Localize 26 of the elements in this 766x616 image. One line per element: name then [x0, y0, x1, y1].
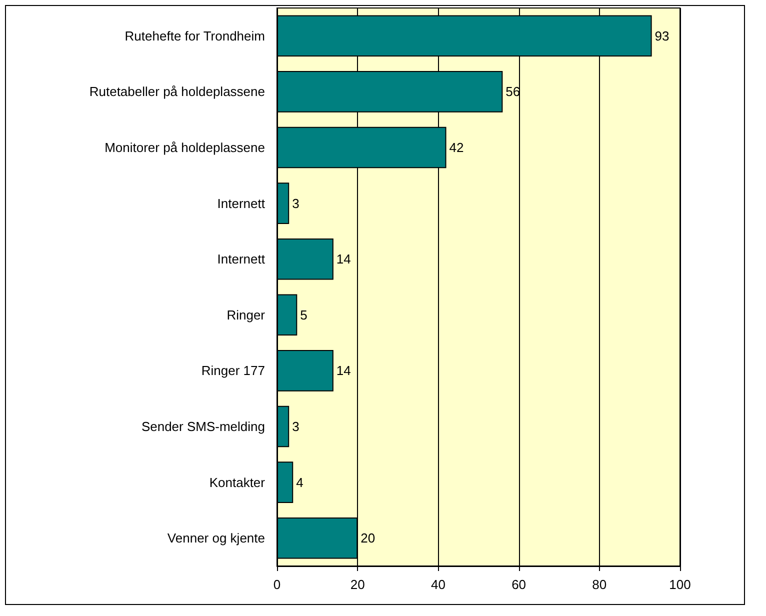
x-tick-label: 20 [350, 577, 365, 592]
data-label: 14 [336, 363, 351, 378]
y-tick-label: Sender SMS-melding [141, 419, 265, 434]
y-tick-label: Venner og kjente [167, 530, 265, 546]
y-tick-label: Rutetabeller på holdeplassene [89, 84, 265, 100]
x-tick-label: 40 [430, 577, 446, 592]
x-tick-label: 80 [592, 577, 607, 592]
data-label: 5 [300, 307, 308, 322]
y-tick-label: Internett [217, 252, 266, 267]
data-label: 4 [296, 474, 304, 490]
x-tick-label: 0 [273, 577, 281, 592]
x-tick-label: 100 [669, 577, 691, 592]
y-tick-label: Ringer [226, 307, 266, 322]
y-tick-label: Kontakter [209, 474, 266, 490]
y-tick-label: Ringer 177 [201, 363, 265, 378]
data-label: 3 [292, 196, 300, 211]
y-tick-label: Monitorer på holdeplassene [104, 140, 265, 155]
data-label: 42 [449, 140, 464, 155]
y-tick-label: Internett [217, 196, 266, 211]
y-tick-label: Rutehefte for Trondheim [124, 28, 265, 44]
data-label: 20 [360, 530, 376, 546]
data-label: 14 [336, 252, 351, 267]
data-label: 56 [506, 84, 520, 100]
data-label: 93 [654, 28, 670, 44]
x-tick-label: 60 [512, 577, 526, 592]
data-label: 3 [292, 419, 300, 434]
